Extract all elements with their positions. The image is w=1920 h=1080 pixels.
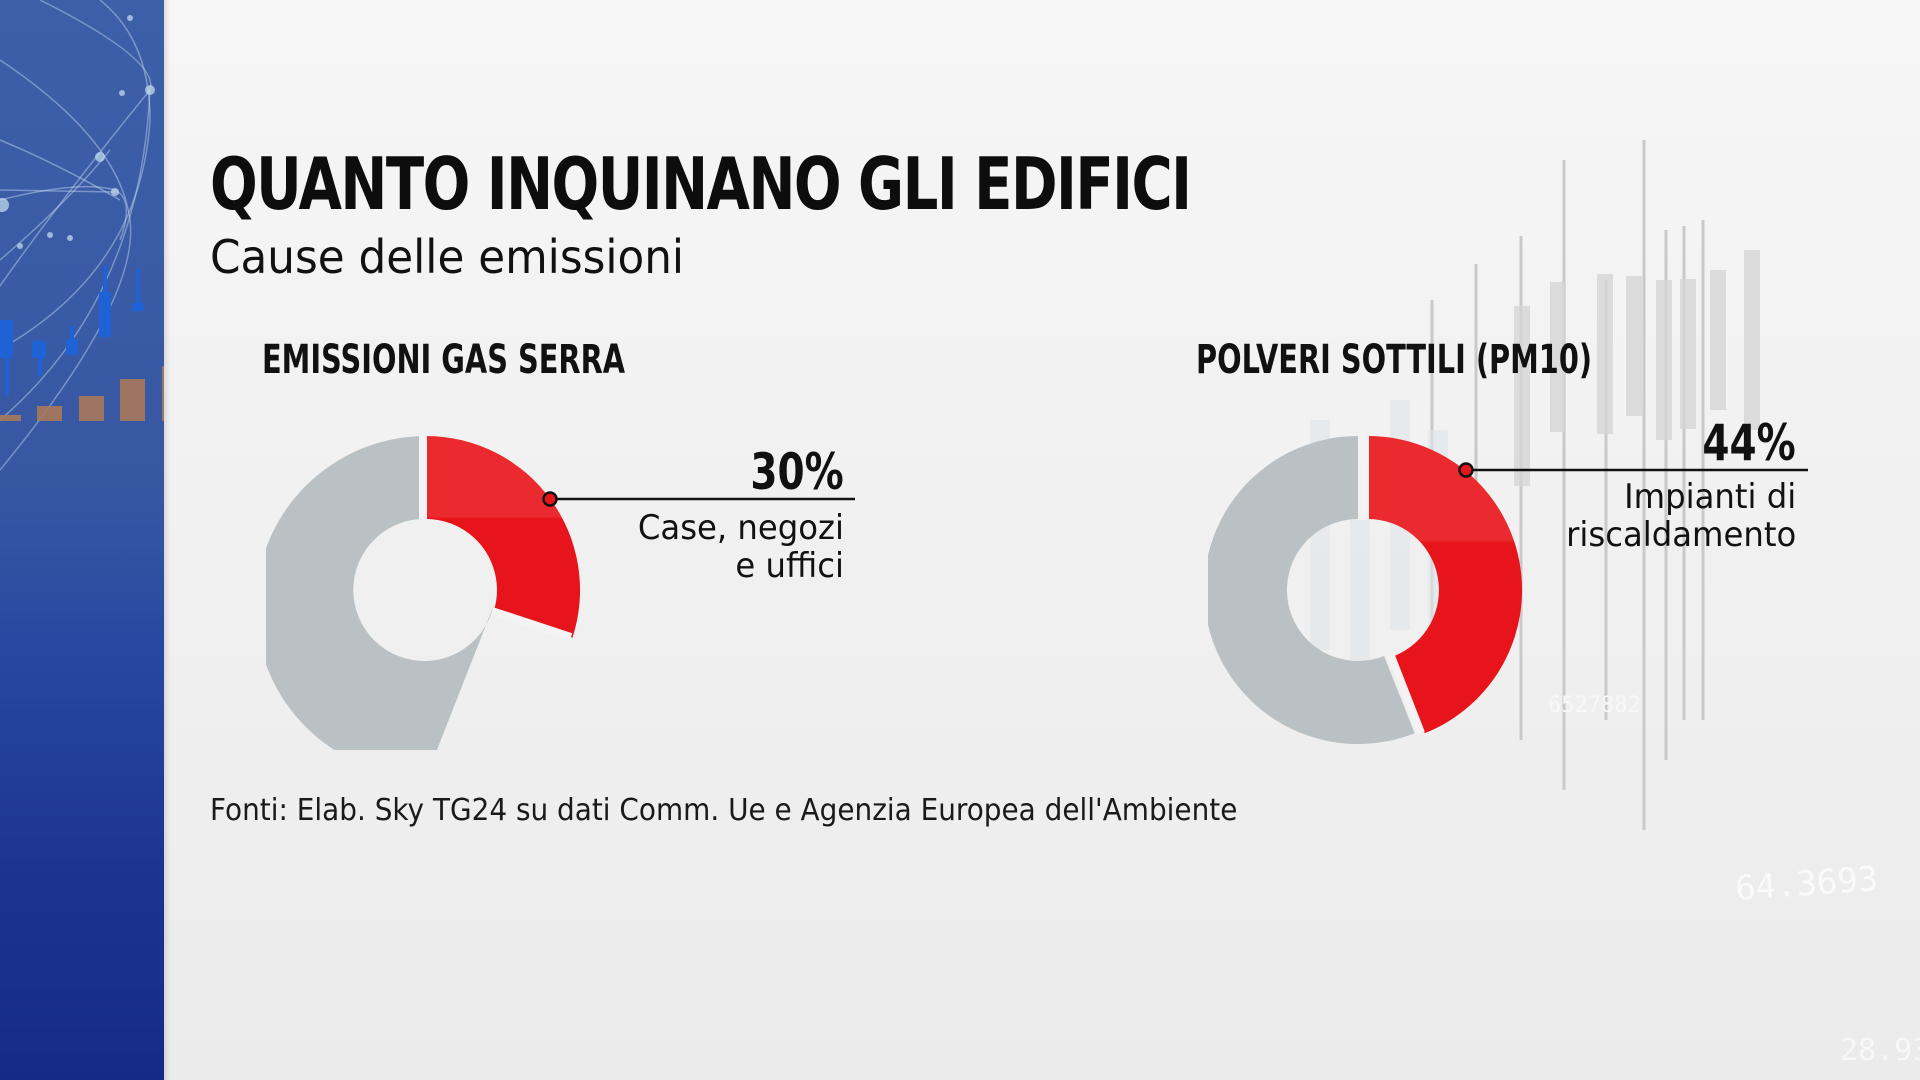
donut-chart-pm10 xyxy=(1208,436,1523,744)
donut-segment-other xyxy=(1208,436,1415,744)
globe-network-icon xyxy=(0,0,164,471)
callout-dot-icon xyxy=(1458,462,1474,478)
deco-number: 6527882 xyxy=(1548,693,1641,718)
chart-2-category-label: Impianti di riscaldamento xyxy=(1565,477,1796,555)
leader-line-chart-2 xyxy=(1458,462,1808,478)
decorative-side-panel xyxy=(0,0,164,1080)
deco-number: 28.93 xyxy=(1840,1033,1920,1068)
source-note: Fonti: Elab. Sky TG24 su dati Comm. Ue e… xyxy=(210,793,1238,828)
chart-title-pm10: POLVERI SOTTILI (PM10) xyxy=(1196,337,1593,383)
page-subtitle: Cause delle emissioni xyxy=(210,230,685,284)
donut-chart-greenhouse-gas xyxy=(266,436,581,750)
deco-number: 64.3693 xyxy=(1734,859,1880,909)
donut-segment-highlight xyxy=(1368,436,1523,734)
page-title: QUANTO INQUINANO GLI EDIFICI xyxy=(210,142,1192,226)
chart-1-category-label: Case, negozi e uffici xyxy=(637,508,844,586)
donut-segment-highlight xyxy=(426,436,581,638)
chart-1-value: 30% xyxy=(750,443,844,501)
donut-segment-other xyxy=(266,436,494,750)
leader-line-chart-1 xyxy=(542,491,855,507)
chart-title-greenhouse-gas: EMISSIONI GAS SERRA xyxy=(262,337,626,383)
callout-dot-icon xyxy=(542,491,558,507)
panel-shadow xyxy=(164,0,170,1080)
chart-2-value: 44% xyxy=(1702,414,1796,472)
